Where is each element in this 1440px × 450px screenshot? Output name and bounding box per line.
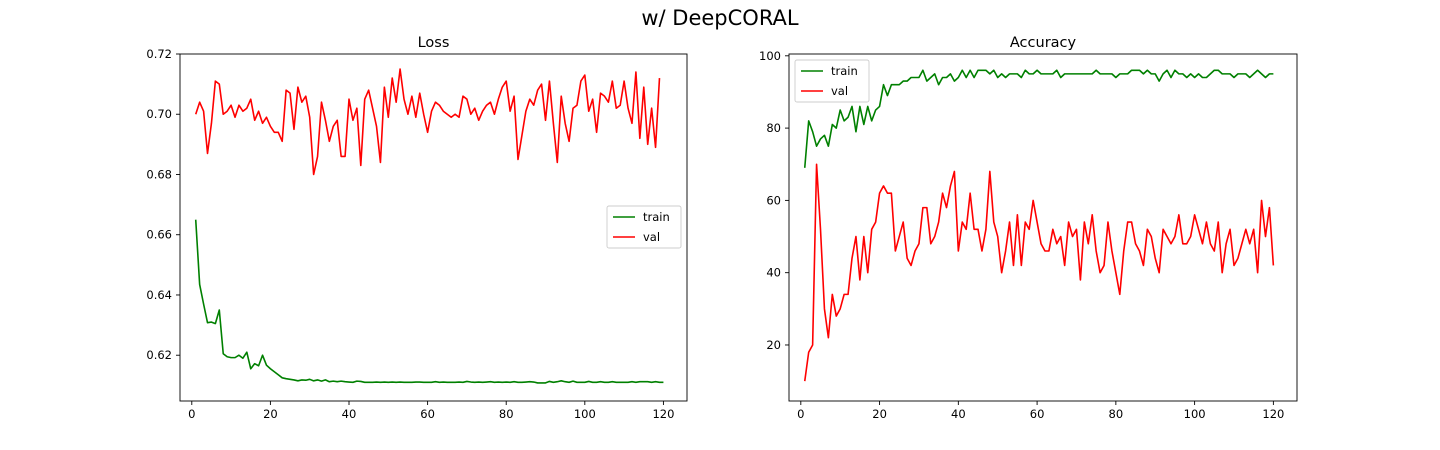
y-tick-label: 40	[766, 266, 781, 280]
y-tick-label: 0.64	[146, 288, 172, 302]
y-tick-label: 0.66	[146, 228, 172, 242]
x-tick-label: 100	[574, 407, 596, 421]
y-tick-label: 20	[766, 338, 781, 352]
legend: train val	[794, 59, 870, 103]
x-tick-label: 100	[1184, 407, 1206, 421]
x-tick-label: 120	[1262, 407, 1284, 421]
series-line-val	[194, 68, 661, 176]
y-tick-label: 0.62	[146, 348, 172, 362]
y-tick-label: 60	[766, 193, 781, 207]
y-tick-label: 100	[759, 49, 781, 63]
panel-title: Loss	[418, 35, 450, 51]
x-tick-label: 80	[499, 407, 514, 421]
y-tick-label: 80	[766, 121, 781, 135]
x-tick-label: 20	[872, 407, 887, 421]
figure-title: w/ DeepCORAL	[641, 6, 799, 30]
legend: train val	[606, 205, 682, 249]
legend-label-val: val	[831, 84, 848, 98]
x-tick-label: 20	[263, 407, 278, 421]
x-tick-label: 80	[1109, 407, 1124, 421]
accuracy-panel: Accuracy 0 20 40 60 80 100 120 20 40 60 80 100 train v…	[759, 35, 1298, 421]
x-tick-label: 40	[951, 407, 966, 421]
x-tick-label: 60	[1030, 407, 1045, 421]
y-tick-label: 0.72	[146, 47, 172, 61]
series-line-train	[194, 219, 664, 384]
x-tick-label: 40	[342, 407, 357, 421]
x-tick-label: 60	[420, 407, 435, 421]
axes-frame	[179, 53, 688, 402]
loss-panel: Loss 0 20 40 60 80 100 120 0.62 0.64 0.66 0.68 0.70 0…	[146, 35, 688, 421]
x-tick-label: 120	[652, 407, 674, 421]
series-line-train	[803, 69, 1274, 168]
y-tick-label: 0.70	[146, 107, 172, 121]
x-tick-label: 0	[797, 407, 804, 421]
series-line-val	[803, 163, 1275, 382]
legend-label-train: train	[643, 210, 670, 224]
axes-frame	[788, 53, 1298, 402]
panel-title: Accuracy	[1010, 35, 1077, 51]
y-tick-label: 0.68	[146, 167, 172, 181]
legend-label-val: val	[643, 230, 660, 244]
legend-label-train: train	[831, 64, 858, 78]
x-tick-label: 0	[188, 407, 195, 421]
